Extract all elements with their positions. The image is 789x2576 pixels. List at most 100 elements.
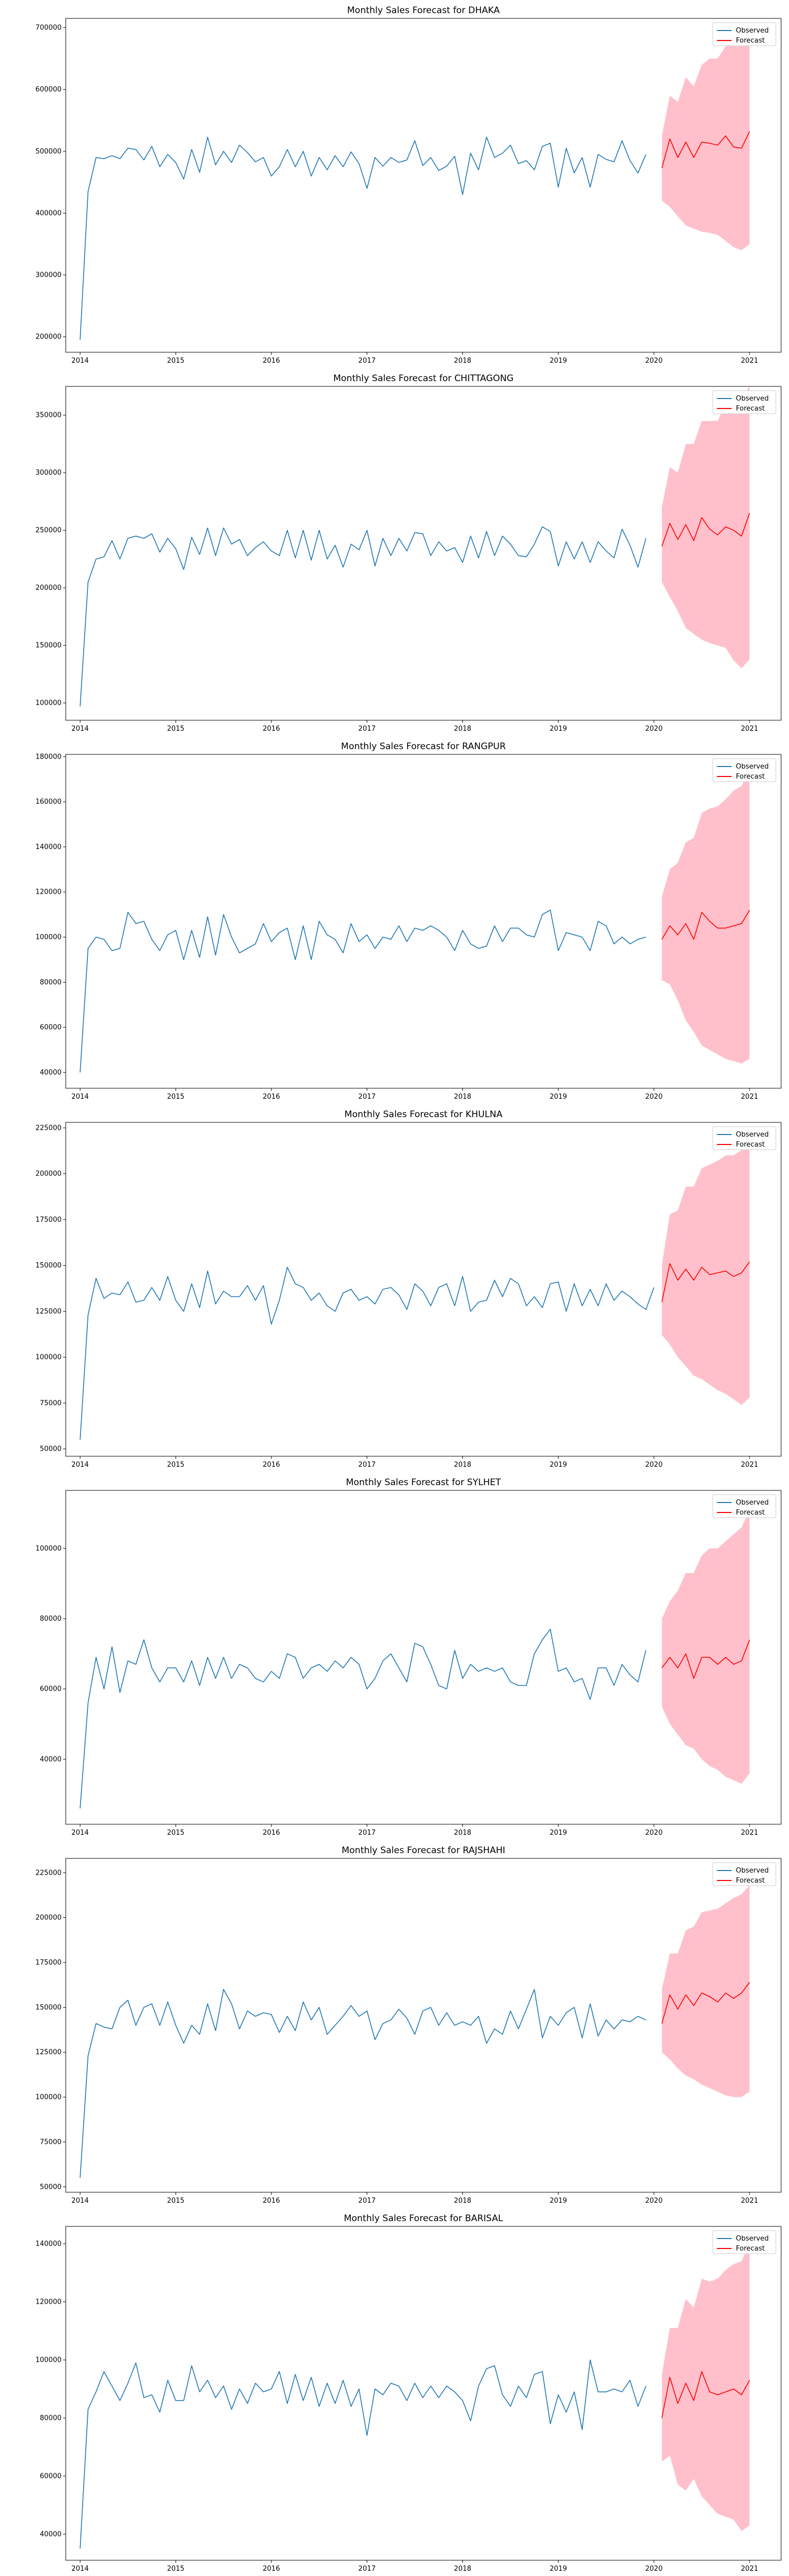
y-tick-label: 40000 — [40, 1755, 62, 1763]
plot-frame — [65, 2226, 782, 2561]
x-tick-label: 2018 — [454, 2197, 471, 2205]
chart-title: Monthly Sales Forecast for CHITTAGONG — [333, 373, 514, 384]
confidence-band — [662, 386, 750, 669]
y-tick-label: 120000 — [35, 888, 62, 896]
x-tick-label: 2016 — [262, 357, 280, 365]
y-tick-label: 350000 — [35, 412, 62, 420]
chart-6: Monthly Sales Forecast for BARISAL 2014 20… — [35, 2213, 782, 2573]
plot-frame — [65, 386, 782, 721]
legend-label: Observed — [736, 1131, 769, 1139]
legend-label: Observed — [736, 1867, 769, 1875]
legend: Observed Forecast — [712, 1862, 776, 1886]
legend-label: Observed — [736, 27, 769, 35]
y-tick-label: 600000 — [35, 86, 62, 94]
x-tick-label: 2018 — [454, 1093, 471, 1101]
chart-title: Monthly Sales Forecast for SYLHET — [346, 1477, 501, 1488]
legend: Observed Forecast — [712, 1126, 776, 1150]
y-tick-label: 150000 — [35, 642, 62, 650]
x-tick-label: 2021 — [741, 1093, 758, 1101]
x-tick-label: 2016 — [262, 725, 280, 733]
x-tick-label: 2019 — [550, 725, 567, 733]
x-tick-label: 2020 — [645, 1093, 663, 1101]
plot-frame — [65, 1122, 782, 1457]
x-tick-label: 2019 — [550, 2197, 567, 2205]
x-tick-label: 2020 — [645, 1461, 663, 1469]
x-tick-label: 2016 — [262, 1461, 280, 1469]
legend-label: Forecast — [736, 1509, 765, 1517]
y-tick-label: 250000 — [35, 527, 62, 535]
chart-5: Monthly Sales Forecast for RAJSHAHI 2014 2… — [35, 1845, 782, 2205]
chart-1: Monthly Sales Forecast for CHITTAGONG 201… — [35, 373, 782, 733]
y-tick-label: 200000 — [35, 333, 62, 341]
y-tick-label: 100000 — [35, 2356, 62, 2364]
x-tick-label: 2017 — [358, 1829, 376, 1837]
chart-3: Monthly Sales Forecast for KHULNA 2014 201… — [35, 1109, 782, 1469]
legend-label: Observed — [736, 1499, 769, 1507]
y-tick-label: 140000 — [35, 2240, 62, 2248]
x-tick-label: 2020 — [645, 357, 663, 365]
y-tick-label: 100000 — [35, 1354, 62, 1362]
chart-title: Monthly Sales Forecast for RANGPUR — [341, 741, 506, 752]
y-tick-label: 75000 — [40, 1399, 62, 1407]
x-tick-label: 2014 — [72, 725, 89, 733]
observed-series-line — [79, 1266, 654, 1440]
y-tick-label: 150000 — [35, 1262, 62, 1270]
x-tick-label: 2021 — [741, 2197, 758, 2205]
x-tick-label: 2019 — [550, 357, 567, 365]
chart-title: Monthly Sales Forecast for KHULNA — [345, 1109, 503, 1120]
plot-frame — [65, 1858, 782, 2193]
y-tick-label: 150000 — [35, 2003, 62, 2011]
confidence-band — [662, 2244, 750, 2531]
x-tick-label: 2021 — [741, 1829, 758, 1837]
x-tick-label: 2015 — [167, 2565, 185, 2573]
y-tick-label: 225000 — [35, 1869, 62, 1877]
confidence-band — [662, 34, 750, 251]
x-tick-label: 2018 — [454, 1461, 471, 1469]
chart-title: Monthly Sales Forecast for RAJSHAHI — [341, 1845, 505, 1856]
x-tick-label: 2014 — [72, 1829, 89, 1837]
y-tick-label: 700000 — [35, 24, 62, 32]
observed-series-line — [79, 2359, 646, 2549]
x-tick-label: 2015 — [167, 725, 185, 733]
observed-series-line — [79, 909, 646, 1073]
observed-series-line — [79, 136, 646, 340]
y-tick-label: 50000 — [40, 2183, 62, 2191]
y-tick-label: 180000 — [35, 753, 62, 761]
chart-title: Monthly Sales Forecast for BARISAL — [344, 2213, 503, 2224]
legend: Observed Forecast — [712, 22, 776, 46]
forecast-series-line — [661, 1982, 750, 2024]
x-tick-label: 2019 — [550, 1461, 567, 1469]
y-tick-label: 75000 — [40, 2138, 62, 2146]
x-tick-label: 2021 — [741, 357, 758, 365]
y-tick-label: 300000 — [35, 271, 62, 279]
legend-label: Observed — [736, 2235, 769, 2243]
chart-4: Monthly Sales Forecast for SYLHET 2014 201… — [35, 1477, 782, 1837]
x-tick-label: 2018 — [454, 357, 471, 365]
y-tick-label: 225000 — [35, 1124, 62, 1132]
x-tick-label: 2021 — [741, 725, 758, 733]
x-tick-label: 2019 — [550, 1829, 567, 1837]
x-tick-label: 2017 — [358, 357, 376, 365]
confidence-band — [662, 1885, 750, 2098]
x-tick-label: 2017 — [358, 1461, 376, 1469]
legend-label: Forecast — [736, 37, 765, 45]
x-tick-label: 2015 — [167, 1093, 185, 1101]
x-tick-label: 2016 — [262, 1829, 280, 1837]
x-tick-label: 2020 — [645, 2565, 663, 2573]
y-tick-label: 50000 — [40, 1445, 62, 1453]
y-tick-label: 140000 — [35, 843, 62, 851]
x-tick-label: 2020 — [645, 1829, 663, 1837]
plot-frame — [65, 18, 782, 353]
chart-0: Monthly Sales Forecast for DHAKA 2014 2015… — [35, 5, 782, 365]
legend-label: Observed — [736, 395, 769, 403]
x-tick-label: 2018 — [454, 725, 471, 733]
observed-series-line — [79, 1629, 646, 1808]
x-tick-label: 2015 — [167, 1461, 185, 1469]
y-tick-label: 200000 — [35, 584, 62, 592]
y-tick-label: 80000 — [40, 978, 62, 986]
forecast-series-line — [661, 131, 750, 168]
chart-2: Monthly Sales Forecast for RANGPUR 2014 20… — [35, 741, 782, 1101]
x-tick-label: 2017 — [358, 2565, 376, 2573]
observed-series-line — [79, 526, 646, 707]
